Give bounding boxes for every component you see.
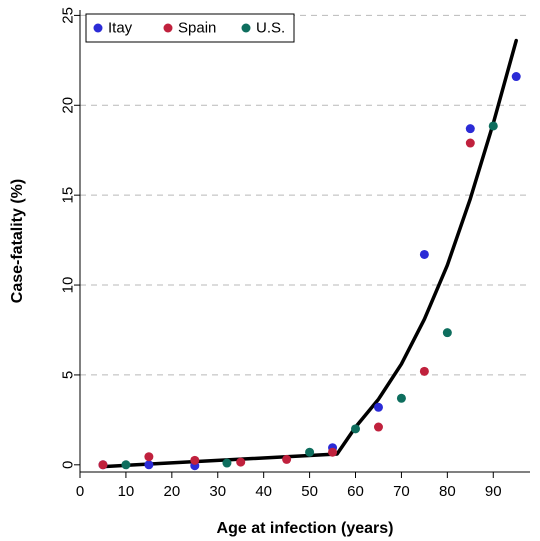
point-itay [511,72,521,82]
point-us [222,458,232,468]
point-spain [465,138,475,148]
y-tick-label: 5 [60,371,77,379]
x-tick-label: 50 [301,483,318,500]
point-spain [190,455,200,465]
point-spain [144,452,154,462]
point-spain [98,460,108,470]
axes: 0 5 10 15 20 25 0 10 20 30 40 50 60 70 80 90 [60,7,530,500]
legend-marker-itay [93,23,103,33]
fit-line-group [101,38,518,469]
x-tick-label: 60 [347,483,364,500]
point-us [305,447,315,457]
x-tick-label: 90 [485,483,502,500]
point-itay [373,402,383,412]
legend-marker-us [241,23,251,33]
point-spain [328,447,338,457]
x-tick-label: 80 [439,483,456,500]
point-us [121,460,131,470]
x-tick-label: 40 [255,483,272,500]
legend-marker-spain [163,23,173,33]
point-itay [144,460,154,470]
point-spain [282,454,292,464]
point-spain [236,457,246,467]
legend-box [85,13,295,43]
x-tick-label: 30 [209,483,226,500]
point-itay [465,124,475,134]
point-us [442,328,452,338]
point-us [351,424,361,434]
gridlines [80,14,530,376]
legend-label-spain: Spain [178,20,216,37]
legend-label-itay: Itay [108,20,133,37]
point-itay [419,249,429,259]
point-us [488,121,498,131]
legend-label-us: U.S. [256,20,285,37]
y-axis-title: Case-fatality (%) [9,179,26,303]
y-tick-label: 10 [60,277,77,294]
x-tick-label: 0 [76,483,84,500]
fit-line [101,38,518,469]
data-points [98,72,521,471]
y-tick-label: 25 [60,7,77,24]
point-spain [419,366,429,376]
point-us [396,393,406,403]
y-tick-label: 15 [60,187,77,204]
legend: Itay Spain U.S. [85,13,295,43]
point-spain [373,422,383,432]
x-tick-label: 10 [118,483,135,500]
y-tick-label: 0 [60,461,77,469]
x-axis-title: Age at infection (years) [217,520,394,537]
y-tick-label: 20 [60,97,77,114]
x-tick-label: 20 [163,483,180,500]
x-tick-label: 70 [393,483,410,500]
